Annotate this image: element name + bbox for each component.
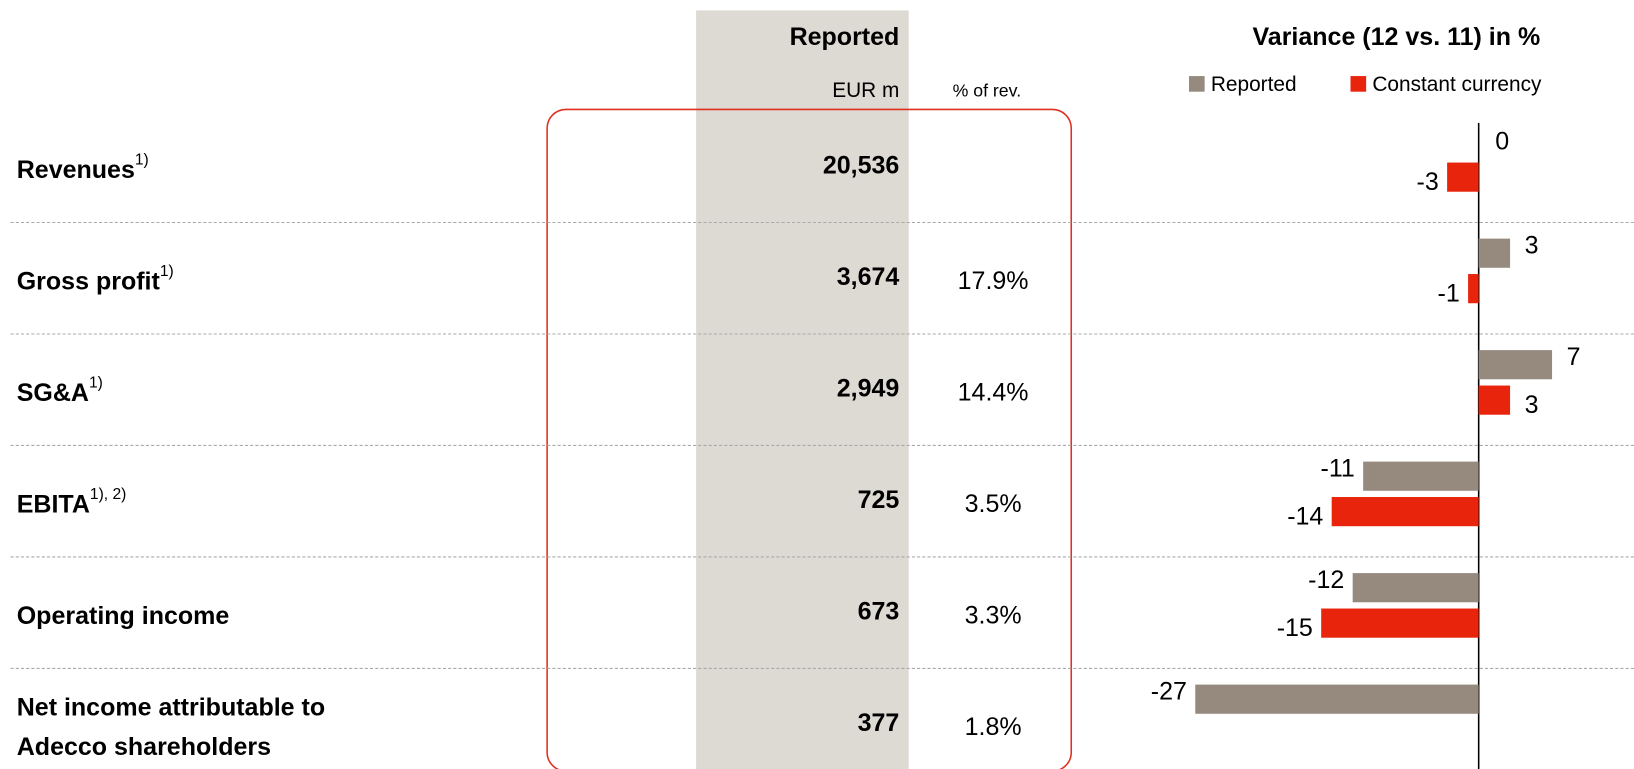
row-label-text: SG&A xyxy=(17,378,89,406)
row-label-text: Net income attributable to xyxy=(17,693,325,721)
pct-of-revenue: 17.9% xyxy=(958,267,1029,295)
row-label: EBITA1), 2) xyxy=(17,486,127,518)
value-label: -1 xyxy=(1438,279,1460,307)
legend-label: Reported xyxy=(1211,73,1297,96)
value-label: -12 xyxy=(1308,566,1344,594)
value-label: -27 xyxy=(1151,678,1187,706)
footnote-mark: 1) xyxy=(135,152,149,169)
pct-of-revenue: 3.3% xyxy=(965,601,1022,629)
value-label: -3 xyxy=(1417,168,1439,196)
legend-label: Constant currency xyxy=(1372,73,1542,96)
row-label-text: Adecco shareholders xyxy=(17,733,271,761)
value-label: 3 xyxy=(1525,391,1539,419)
row-label-text: EBITA xyxy=(17,490,90,518)
row-label-text: Operating income xyxy=(17,601,230,629)
row-label: Revenues1) xyxy=(17,152,149,184)
pct-of-revenue: 1.8% xyxy=(965,713,1022,741)
column-subheader: EUR m xyxy=(832,79,899,102)
row-label-text: Revenues xyxy=(17,155,135,183)
pct-of-revenue: 14.4% xyxy=(958,378,1029,406)
value-label: 7 xyxy=(1567,343,1581,371)
bar xyxy=(1352,573,1479,603)
bar xyxy=(1363,461,1479,491)
highlight-box xyxy=(546,108,1073,769)
bar xyxy=(1478,385,1511,415)
footnote-mark: 1) xyxy=(89,375,103,392)
reported-value: 20,536 xyxy=(823,151,899,179)
reported-value: 725 xyxy=(858,486,900,514)
value-label: 0 xyxy=(1495,127,1509,155)
bar xyxy=(1331,497,1479,527)
row-label: Net income attributable to xyxy=(17,693,325,721)
footnote-mark: 1), 2) xyxy=(90,486,126,503)
bar xyxy=(1478,238,1511,268)
reported-value: 673 xyxy=(858,597,900,625)
column-subheader: % of rev. xyxy=(953,80,1022,100)
row-label: SG&A1) xyxy=(17,375,103,407)
footnote-mark: 1) xyxy=(160,263,174,280)
reported-value: 3,674 xyxy=(837,263,900,291)
value-label: 3 xyxy=(1525,232,1539,260)
value-label: -14 xyxy=(1287,502,1323,530)
reported-value: 377 xyxy=(858,709,900,737)
value-label: -15 xyxy=(1277,614,1313,642)
reported-value: 2,949 xyxy=(837,374,900,402)
row-label-text: Gross profit xyxy=(17,267,161,295)
bar xyxy=(1321,608,1479,638)
bar xyxy=(1195,684,1479,714)
row-label: Gross profit1) xyxy=(17,263,174,295)
bar xyxy=(1447,162,1479,192)
row-label: Operating income xyxy=(17,601,230,629)
row-label: Adecco shareholders xyxy=(17,733,271,761)
chart-title: Variance (12 vs. 11) in % xyxy=(1253,23,1541,51)
bar xyxy=(1468,274,1479,304)
bar xyxy=(1478,350,1553,380)
reported-column-bg xyxy=(696,10,909,769)
legend-swatch xyxy=(1188,76,1205,92)
pct-of-revenue: 3.5% xyxy=(965,490,1022,518)
value-label: -11 xyxy=(1321,455,1355,483)
legend-swatch xyxy=(1350,76,1367,92)
column-header: Reported xyxy=(790,23,900,51)
